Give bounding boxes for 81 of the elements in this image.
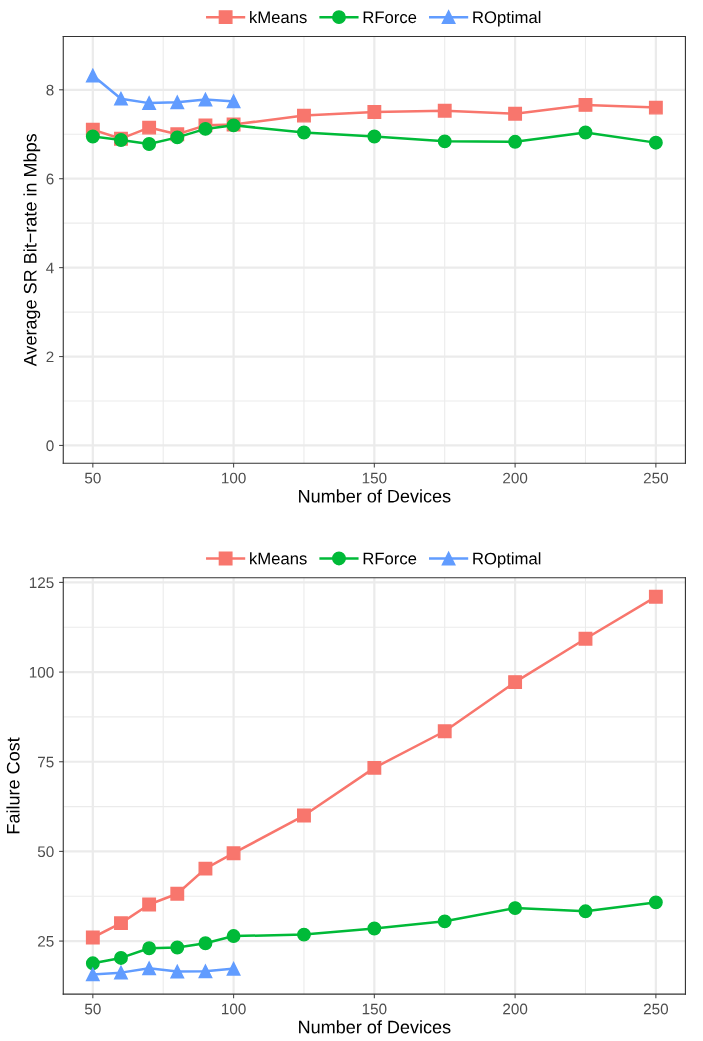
point bbox=[508, 675, 523, 690]
point bbox=[508, 106, 523, 121]
point bbox=[367, 129, 382, 144]
x-tick-label: 150 bbox=[362, 1003, 387, 1015]
point bbox=[114, 916, 128, 931]
point bbox=[648, 589, 663, 604]
point bbox=[437, 914, 452, 929]
point bbox=[437, 134, 452, 149]
point bbox=[198, 964, 213, 979]
y-tick-label: 2 bbox=[46, 351, 54, 363]
point bbox=[170, 95, 185, 110]
legend-label: RForce bbox=[363, 552, 417, 565]
y-tick-label: 8 bbox=[46, 84, 54, 96]
point bbox=[648, 100, 663, 115]
point bbox=[367, 760, 382, 775]
point bbox=[297, 125, 311, 140]
y-tick-label: 50 bbox=[37, 846, 54, 858]
y-tick-label: 4 bbox=[46, 262, 54, 274]
point bbox=[367, 105, 382, 119]
point bbox=[508, 134, 523, 149]
point bbox=[198, 861, 213, 876]
legend-label: kMeans bbox=[250, 10, 307, 24]
x-tick-label: 100 bbox=[222, 472, 246, 484]
point bbox=[297, 927, 311, 942]
point bbox=[142, 897, 157, 912]
point bbox=[85, 956, 100, 971]
x-axis-title: Number of Devices bbox=[299, 489, 451, 503]
legend-label: ROptimal bbox=[473, 552, 541, 568]
point bbox=[437, 724, 452, 739]
point bbox=[508, 901, 523, 916]
point bbox=[198, 936, 213, 951]
point bbox=[114, 950, 128, 965]
y-tick-label: 100 bbox=[29, 666, 54, 678]
legend-label: ROptimal bbox=[473, 10, 541, 27]
y-axis-title: Failure Cost bbox=[6, 737, 20, 834]
point bbox=[648, 135, 663, 150]
point bbox=[367, 921, 382, 936]
point bbox=[142, 961, 157, 976]
point bbox=[578, 125, 593, 140]
point bbox=[170, 940, 185, 955]
x-tick-label: 50 bbox=[84, 1003, 101, 1015]
x-axis-title: Number of Devices bbox=[299, 1020, 451, 1034]
point bbox=[142, 96, 157, 111]
x-tick-label: 250 bbox=[643, 472, 669, 484]
point bbox=[578, 97, 593, 112]
point bbox=[226, 846, 241, 861]
point bbox=[198, 92, 213, 107]
point bbox=[437, 103, 452, 118]
point bbox=[297, 808, 311, 823]
point bbox=[297, 108, 311, 123]
legend-label: kMeans bbox=[250, 552, 307, 565]
point bbox=[142, 941, 157, 956]
y-tick-label: 125 bbox=[29, 577, 54, 589]
point bbox=[170, 886, 185, 901]
point bbox=[578, 631, 593, 646]
y-tick-label: 6 bbox=[46, 173, 54, 185]
x-tick-label: 250 bbox=[643, 1003, 669, 1015]
point bbox=[648, 895, 663, 910]
x-tick-label: 200 bbox=[503, 472, 528, 484]
point bbox=[85, 68, 100, 83]
y-tick-label: 0 bbox=[46, 440, 54, 452]
point bbox=[226, 929, 241, 943]
y-axis-title: Average SR Bit−rate in Mbps bbox=[23, 133, 41, 367]
x-tick-label: 150 bbox=[362, 472, 387, 484]
point bbox=[578, 904, 593, 919]
x-tick-label: 50 bbox=[84, 472, 101, 484]
point bbox=[114, 91, 128, 106]
point bbox=[114, 965, 128, 980]
y-tick-label: 25 bbox=[38, 935, 54, 947]
point bbox=[226, 94, 241, 109]
x-tick-label: 100 bbox=[222, 1003, 246, 1015]
point bbox=[170, 964, 185, 979]
point bbox=[85, 967, 100, 982]
point bbox=[85, 129, 100, 144]
point bbox=[142, 137, 157, 151]
legend-label: RForce bbox=[363, 11, 417, 24]
y-tick-label: 75 bbox=[38, 756, 54, 768]
point bbox=[142, 120, 157, 135]
x-tick-label: 200 bbox=[503, 1003, 528, 1015]
point bbox=[85, 930, 100, 945]
point bbox=[226, 961, 241, 976]
